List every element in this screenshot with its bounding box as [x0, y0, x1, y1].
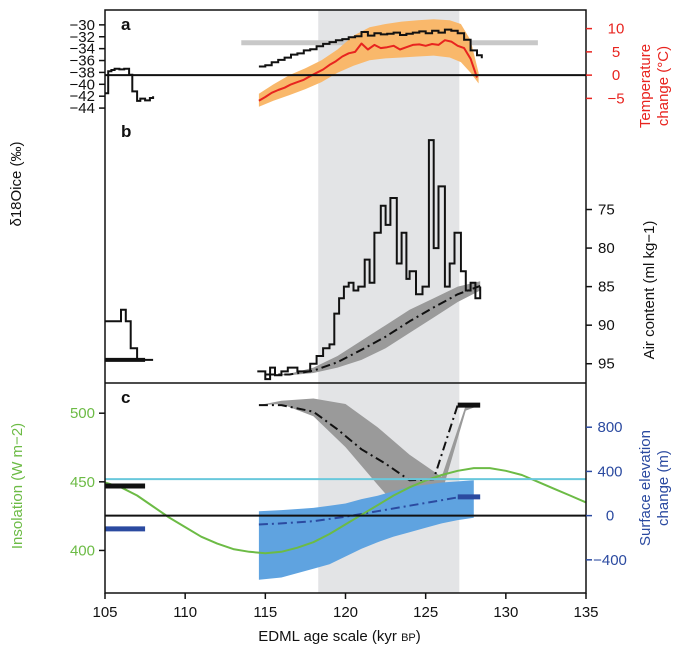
panel-b-series-3-step	[105, 308, 154, 361]
x-tick-label: 125	[413, 604, 438, 621]
panel-a-series-3-step	[105, 67, 155, 102]
elevation-tick-label: 0	[606, 508, 614, 525]
elevation-axis-label-group: Surface elevation change (m)	[637, 430, 672, 546]
panel-a-series-1-line	[258, 39, 478, 102]
panel-b-series-2-step	[257, 139, 482, 381]
d18o-tick-label: −38	[70, 64, 95, 81]
d18o-tick-label: −30	[70, 17, 95, 34]
x-tick-label: 115	[253, 604, 277, 621]
x-tick-label: 135	[573, 604, 598, 621]
x-axis-label: EDML age scale (kyr BP)	[258, 628, 421, 645]
d18o-tick-label: −40	[70, 76, 95, 93]
panel-a-series-0-band	[258, 19, 479, 107]
panel-c-series-1-line	[258, 404, 481, 482]
panel-c-series-4-line	[104, 467, 587, 555]
panel-c-layer	[104, 398, 587, 580]
d18o-tick-label: −32	[70, 29, 95, 46]
temperature-axis-label-line1: Temperature	[637, 44, 654, 128]
elevation-tick-label: 800	[597, 419, 622, 436]
panel-b-series-1-line	[265, 284, 481, 376]
elevation-tick-label: −400	[593, 552, 627, 569]
temperature-tick-label: 5	[612, 44, 620, 61]
panel-a-series-2-step	[258, 28, 483, 68]
panel-b-series-0-band	[265, 281, 481, 376]
temperature-tick-label: 10	[608, 21, 625, 38]
air-content-tick-label: 95	[598, 356, 615, 373]
x-tick-label: 110	[173, 604, 197, 621]
panel-label-a: a	[121, 15, 131, 34]
elevation-axis-label-line1: Surface elevation	[637, 430, 654, 546]
temperature-tick-label: −5	[607, 90, 624, 107]
panel-a-layer	[105, 19, 586, 107]
x-tick-label: 130	[493, 604, 518, 621]
panel-b-layer	[105, 139, 482, 381]
x-tick-label: 105	[92, 604, 117, 621]
insolation-axis-label: Insolation (W m−2)	[9, 423, 26, 549]
temperature-tick-label: 0	[612, 67, 620, 84]
x-axis-label-close: )	[416, 628, 421, 645]
air-content-axis-label: Air content (ml kg−1)	[641, 221, 658, 360]
air-content-tick-label: 90	[598, 317, 615, 334]
d18o-tick-label: −36	[70, 53, 95, 70]
d18o-tick-label: −42	[70, 88, 95, 105]
elevation-tick-label: 400	[597, 463, 622, 480]
d18o-axis-label: δ18Oice (‰)	[8, 141, 25, 226]
temperature-axis-label-line2: change (°C)	[655, 46, 672, 126]
panel-c-series-2-band	[258, 480, 474, 580]
insolation-tick-label: 400	[70, 542, 95, 559]
x-tick-label: 120	[333, 604, 358, 621]
temperature-axis-label-group: Temperature change (°C)	[637, 44, 672, 128]
insolation-tick-label: 500	[70, 405, 95, 422]
air-content-tick-label: 75	[598, 202, 615, 219]
panel-label-c: c	[121, 388, 130, 407]
air-content-tick-label: 80	[598, 240, 615, 257]
d18o-tick-label: −34	[70, 41, 95, 58]
x-axis-label-unit: BP	[401, 632, 416, 644]
d18o-tick-label: −44	[70, 100, 95, 117]
elevation-axis-label-line2: change (m)	[655, 450, 672, 526]
insolation-tick-label: 450	[70, 474, 95, 491]
air-content-tick-label: 85	[598, 279, 615, 296]
panel-label-b: b	[121, 122, 131, 141]
